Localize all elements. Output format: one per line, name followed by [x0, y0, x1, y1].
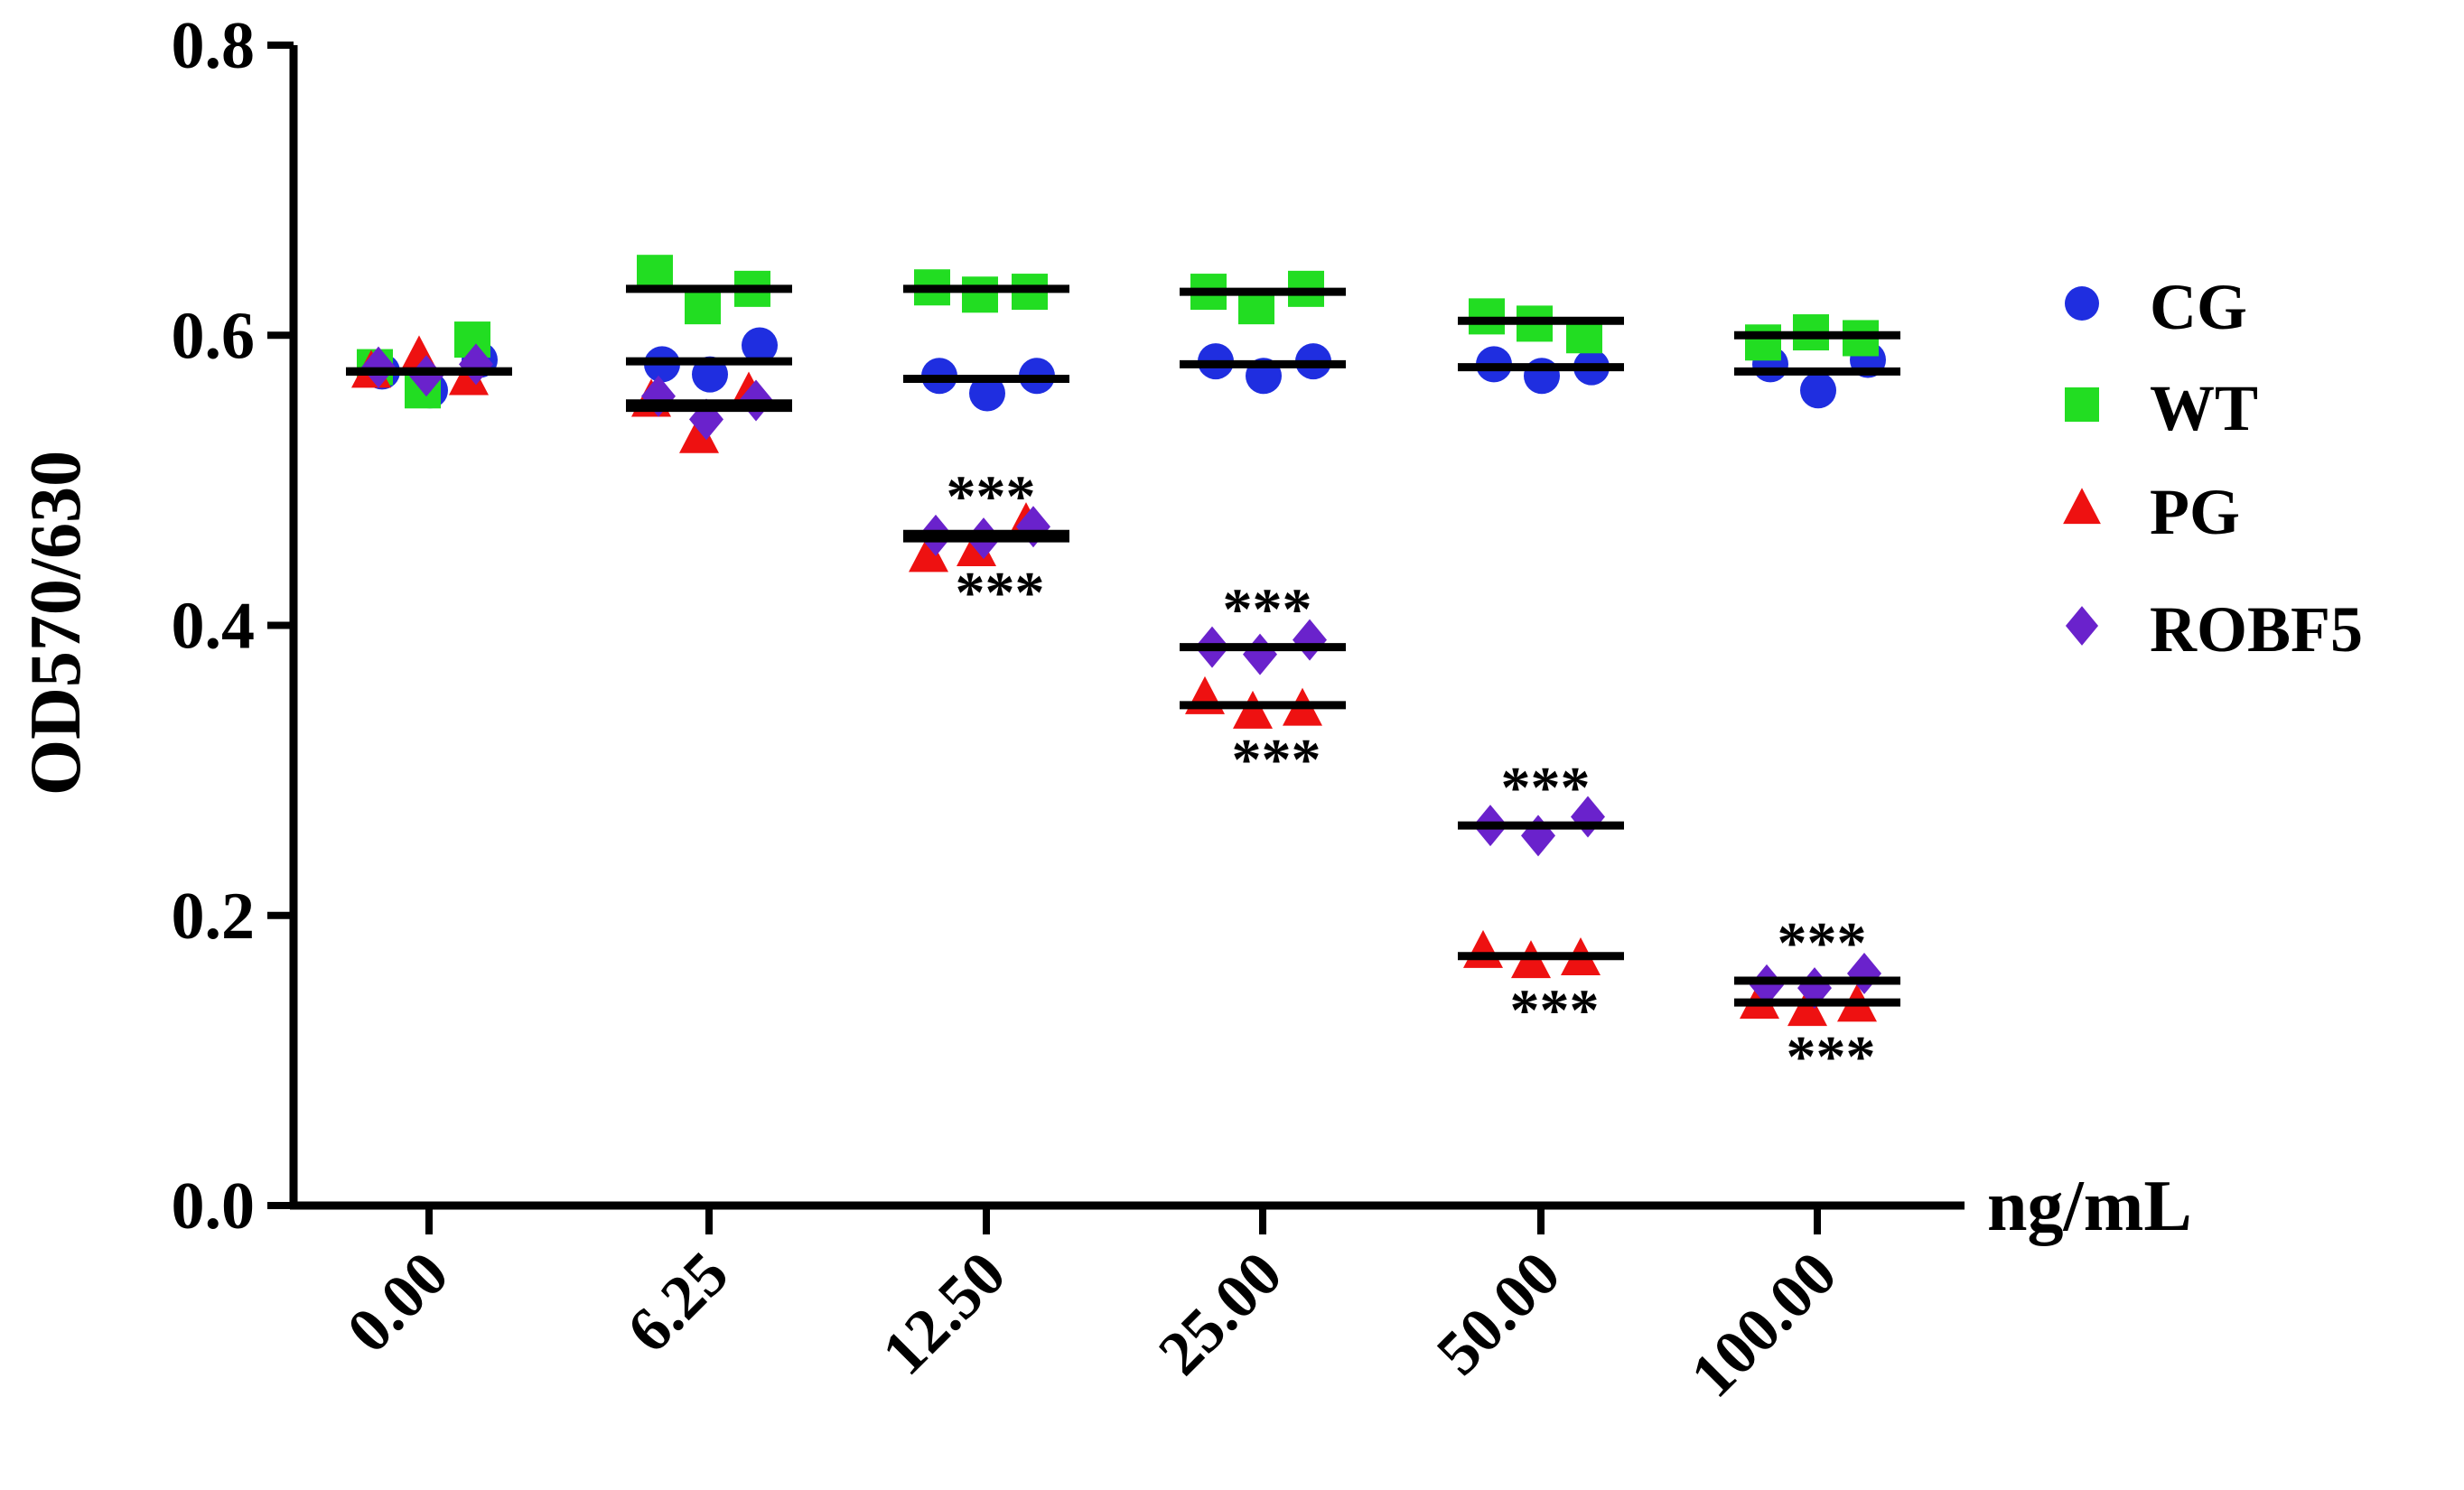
data-point-wt — [1745, 324, 1781, 361]
y-tick-label: 0.6 — [172, 299, 256, 373]
x-tick-label: 0.00 — [334, 1239, 462, 1366]
significance-label: *** — [1232, 727, 1321, 793]
data-point-wt — [1469, 298, 1505, 335]
x-ticks: 0.00 6.25 12.50 25.00 50.00 100.00 — [334, 1206, 1850, 1411]
x-axis-title: ng/mL — [1987, 1167, 2192, 1246]
axes — [289, 45, 1965, 1210]
y-tick-label: 0.8 — [172, 9, 256, 83]
significance-label: *** — [1787, 1024, 1876, 1090]
legend-marker-robf5 — [2065, 606, 2099, 646]
legend-label-robf5: ROBF5 — [2150, 593, 2363, 666]
data-point-wt — [685, 288, 721, 325]
data-point-cg — [742, 327, 778, 364]
data-points — [351, 255, 1886, 1027]
significance-label: *** — [1501, 755, 1591, 821]
data-point-pg — [1463, 929, 1503, 968]
data-point-robf5 — [1521, 815, 1555, 857]
data-point-robf5 — [361, 346, 396, 388]
legend-label-wt: WT — [2150, 372, 2258, 444]
data-point-cg — [969, 375, 1005, 412]
legend-label-cg: CG — [2150, 271, 2247, 343]
significance-label: *** — [1510, 978, 1600, 1044]
y-tick-label: 0.2 — [172, 880, 256, 954]
significance-label: *** — [956, 560, 1045, 626]
legend-marker-pg — [2063, 488, 2101, 525]
data-point-robf5 — [409, 355, 443, 397]
data-point-pg — [909, 534, 948, 573]
data-point-pg — [1233, 690, 1273, 729]
data-point-cg — [1800, 372, 1836, 409]
mean-lines — [346, 284, 1900, 1007]
y-tick-label: 0.4 — [172, 590, 256, 664]
data-point-wt — [962, 276, 998, 313]
significance-label: *** — [1223, 577, 1312, 643]
x-tick-label: 50.00 — [1423, 1239, 1573, 1389]
x-tick-label: 100.00 — [1678, 1239, 1851, 1411]
data-point-pg — [679, 414, 719, 453]
legend-marker-wt — [2065, 387, 2099, 422]
legend-marker-cg — [2065, 286, 2099, 321]
x-tick-label: 6.25 — [614, 1239, 742, 1366]
y-ticks: 0.0 0.2 0.4 0.6 0.8 — [172, 9, 294, 1243]
data-point-robf5 — [1750, 964, 1784, 1006]
x-tick-label: 25.00 — [1145, 1239, 1295, 1389]
significance-label: *** — [947, 463, 1036, 529]
y-tick-label: 0.0 — [172, 1169, 256, 1243]
y-axis-title: OD570/630 — [16, 451, 96, 796]
significance-marks: *** *** *** *** *** *** *** *** — [947, 463, 1876, 1090]
x-tick-label: 12.50 — [869, 1239, 1019, 1389]
legend-label-pg: PG — [2150, 476, 2240, 548]
data-point-pg — [1787, 988, 1827, 1027]
significance-label: *** — [1778, 910, 1867, 976]
legend: CG WT PG ROBF5 — [2063, 271, 2363, 666]
